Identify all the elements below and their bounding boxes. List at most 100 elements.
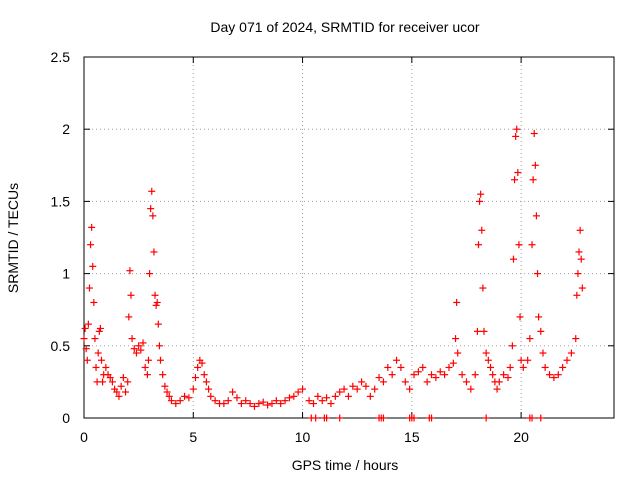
data-point-marker (84, 320, 92, 328)
data-point-marker (495, 378, 503, 386)
data-point-marker (92, 363, 100, 371)
data-point-marker (81, 324, 89, 332)
data-point-marker (137, 346, 145, 354)
data-point-marker (159, 371, 167, 379)
data-point-marker (419, 363, 427, 371)
data-point-marker (88, 223, 96, 231)
data-point-marker (154, 320, 162, 328)
data-point-marker (96, 324, 104, 332)
data-point-marker (89, 262, 97, 270)
data-point-marker (106, 374, 114, 382)
data-point-marker (379, 414, 387, 422)
data-point-marker (150, 248, 158, 256)
data-point-marker (349, 382, 357, 390)
data-point-marker (281, 397, 289, 405)
data-point-marker (122, 388, 130, 396)
data-point-marker (126, 267, 134, 275)
data-point-marker (462, 378, 470, 386)
data-point-marker (80, 335, 88, 343)
data-point-marker (305, 397, 313, 405)
data-point-marker (211, 397, 219, 405)
data-point-marker (362, 382, 370, 390)
data-point-marker (384, 363, 392, 371)
data-point-marker (473, 327, 481, 335)
data-point-marker (519, 363, 527, 371)
data-point-marker (165, 392, 173, 400)
data-point-marker (526, 335, 534, 343)
data-point-marker (508, 342, 516, 350)
data-point-marker (191, 374, 199, 382)
data-point-marker (458, 371, 466, 379)
data-point-marker (323, 394, 331, 402)
chart-title: Day 071 of 2024, SRMTID for receiver uco… (210, 19, 480, 35)
data-point-marker (205, 385, 213, 393)
data-point-marker (528, 414, 536, 422)
data-point-marker (135, 342, 143, 350)
data-point-marker (410, 371, 418, 379)
data-point-marker (85, 284, 93, 292)
data-point-marker (125, 313, 133, 321)
data-point-marker (167, 397, 175, 405)
y-tick-label: 1.5 (51, 193, 71, 209)
data-point-marker (393, 356, 401, 364)
data-point-marker (474, 241, 482, 249)
data-point-marker (573, 291, 581, 299)
data-point-marker (246, 400, 254, 408)
data-point-marker (428, 414, 436, 422)
data-point-marker (156, 356, 164, 364)
data-point-marker (487, 363, 495, 371)
data-point-marker (379, 378, 387, 386)
data-point-marker (504, 374, 512, 382)
x-tick-label: 5 (189, 429, 197, 445)
data-point-marker (511, 176, 519, 184)
data-point-marker (532, 212, 540, 220)
data-point-marker (139, 339, 147, 347)
data-point-marker (312, 414, 320, 422)
y-tick-label: 0 (62, 410, 70, 426)
data-point-marker (445, 363, 453, 371)
y-tick-label: 2.5 (51, 49, 71, 65)
data-point-marker (272, 397, 280, 405)
data-point-marker (514, 169, 522, 177)
data-point-marker (397, 363, 405, 371)
data-point-marker (220, 400, 228, 408)
data-point-marker (453, 298, 461, 306)
data-point-marker (323, 414, 331, 422)
data-point-marker (194, 363, 202, 371)
data-point-marker (530, 130, 538, 138)
data-point-marker (176, 397, 184, 405)
data-point-marker (90, 298, 98, 306)
data-point-marker (441, 371, 449, 379)
data-point-marker (550, 374, 558, 382)
data-point-marker (537, 327, 545, 335)
data-point-marker (353, 385, 361, 393)
data-point-marker (480, 327, 488, 335)
data-point-marker (151, 291, 159, 299)
data-point-marker (264, 401, 272, 409)
data-point-marker (229, 388, 237, 396)
data-point-marker (290, 392, 298, 400)
data-point-marker (500, 371, 508, 379)
data-point-marker (99, 378, 107, 386)
x-tick-label: 20 (513, 429, 529, 445)
y-tick-label: 1 (62, 266, 70, 282)
data-point-marker (577, 255, 585, 263)
data-point-marker (309, 400, 317, 408)
data-point-marker (259, 398, 267, 406)
data-point-marker (541, 363, 549, 371)
plot-area-frame (83, 56, 615, 419)
data-point-marker (207, 392, 215, 400)
data-point-marker (97, 356, 105, 364)
data-point-marker (512, 132, 520, 140)
data-point-marker (108, 378, 116, 386)
data-point-marker (567, 349, 575, 357)
data-point-marker (250, 402, 258, 410)
data-point-marker (478, 226, 486, 234)
data-point-marker (153, 298, 161, 306)
data-point-marker (576, 226, 584, 234)
data-point-marker (163, 388, 171, 396)
data-point-marker (428, 371, 436, 379)
data-point-marker (294, 388, 302, 396)
data-point-marker (375, 374, 383, 382)
